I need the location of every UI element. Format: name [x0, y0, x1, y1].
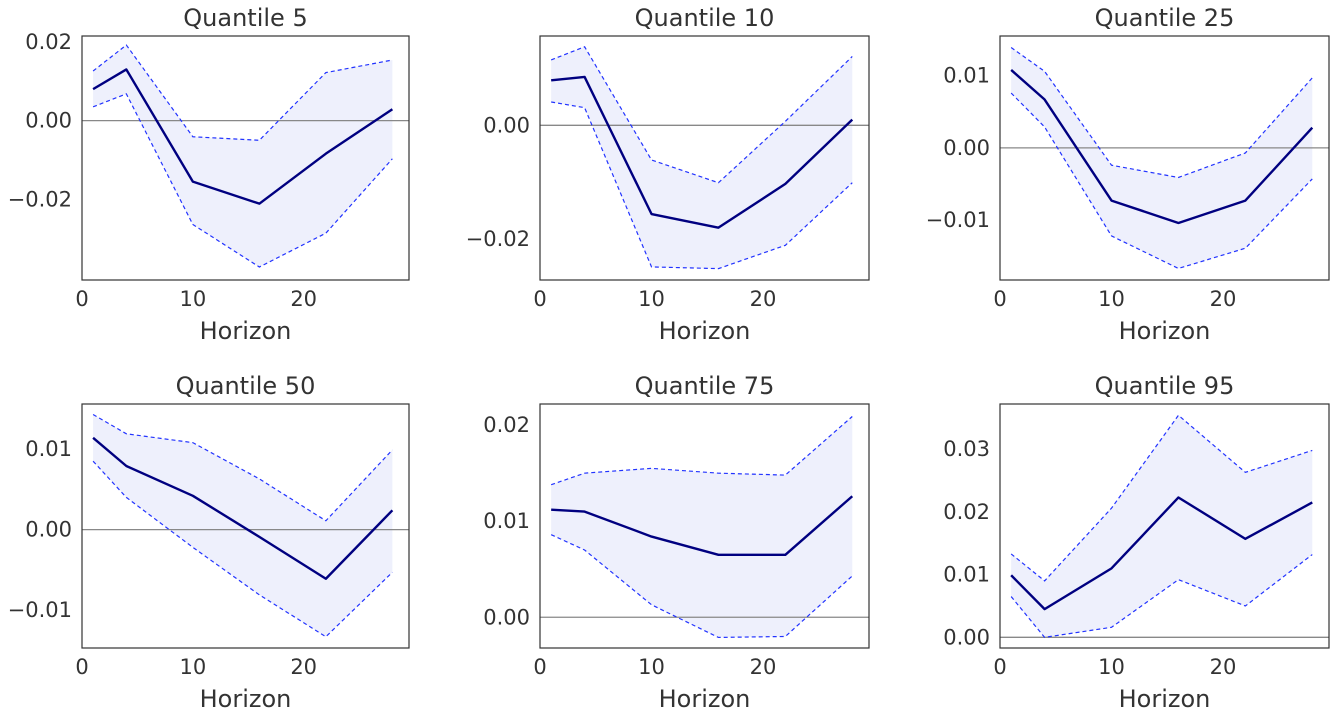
x-tick-label: 20 [750, 655, 777, 679]
confidence-band [1011, 47, 1313, 269]
y-tick-label: 0.02 [943, 500, 990, 524]
estimate-line [551, 495, 854, 557]
x-tick-label: 10 [179, 287, 206, 311]
lower-bound-line [1010, 554, 1313, 638]
lower-bound-line [92, 93, 393, 268]
x-tick-label: 0 [993, 655, 1006, 679]
upper-bound-line [92, 413, 393, 522]
y-tick-label: −0.02 [8, 187, 72, 211]
subplot-title: Quantile 50 [176, 372, 316, 400]
subplot-1: Quantile 5 0 10 20 0.02 0.00 −0.02 Horizon [8, 4, 410, 345]
y-tick-label: −0.01 [8, 598, 72, 622]
x-tick-label: 0 [75, 655, 88, 679]
subplot-title: Quantile 95 [1095, 372, 1235, 400]
x-axis-label: Horizon [200, 317, 292, 345]
x-axis-label: Horizon [200, 685, 292, 713]
upper-bound-line [550, 416, 853, 486]
subplot-title: Quantile 10 [635, 4, 775, 32]
lower-bound-line [550, 534, 853, 639]
y-tick-label: 0.00 [483, 113, 530, 137]
subplot-title: Quantile 5 [183, 4, 307, 32]
x-tick-label: 10 [1098, 287, 1125, 311]
y-tick-label: 0.00 [943, 136, 990, 160]
x-tick-label: 10 [179, 655, 206, 679]
x-tick-label: 0 [993, 287, 1006, 311]
confidence-band [551, 416, 853, 638]
x-tick-label: 0 [533, 655, 546, 679]
subplot-5: Quantile 75 0 10 20 0.02 0.01 0.00 Horizon [483, 372, 870, 713]
y-tick-label: 0.01 [943, 64, 990, 88]
y-tick-label: 0.02 [25, 30, 72, 54]
confidence-band [1011, 415, 1313, 638]
lower-bound-line [1010, 92, 1313, 270]
x-tick-label: 0 [533, 287, 546, 311]
x-tick-label: 20 [290, 655, 317, 679]
y-tick-label: 0.03 [943, 437, 990, 461]
x-tick-label: 10 [638, 655, 665, 679]
y-tick-label: 0.00 [943, 625, 990, 649]
y-tick-label: 0.00 [483, 605, 530, 629]
x-tick-label: 10 [638, 287, 665, 311]
estimate-line [92, 436, 394, 580]
subplot-4: Quantile 50 0 10 20 0.01 0.00 −0.01 Horizon [8, 372, 410, 713]
y-tick-label: 0.00 [25, 518, 72, 542]
plot-frame [539, 403, 870, 649]
plot-frame [999, 403, 1330, 649]
subplot-2: Quantile 10 0 10 20 0.00 −0.02 Horizon [466, 4, 870, 345]
plot-frame [81, 403, 410, 649]
y-tick-label: 0.01 [943, 563, 990, 587]
x-tick-label: 0 [75, 287, 88, 311]
y-tick-label: 0.00 [25, 109, 72, 133]
subplot-3: Quantile 25 0 10 20 0.01 0.00 −0.01 Horizon [926, 4, 1330, 345]
y-tick-label: 0.02 [483, 413, 530, 437]
upper-bound-line [550, 46, 853, 184]
y-tick-label: 0.01 [25, 437, 72, 461]
upper-bound-line [1010, 47, 1313, 179]
estimate-line [551, 75, 854, 229]
lower-bound-line [92, 460, 393, 638]
subplot-6: Quantile 95 0 10 20 0.03 0.02 0.01 0.00 Horizon [943, 372, 1330, 713]
confidence-band [551, 46, 853, 269]
x-axis-label: Horizon [659, 317, 751, 345]
upper-bound-line [1010, 414, 1313, 582]
y-tick-label: −0.01 [926, 208, 990, 232]
x-axis-label: Horizon [1119, 317, 1211, 345]
confidence-band [93, 45, 393, 268]
estimate-line [1010, 496, 1313, 611]
x-tick-label: 20 [1210, 287, 1237, 311]
x-tick-label: 10 [1098, 655, 1125, 679]
x-tick-label: 20 [290, 287, 317, 311]
plot-frame [81, 35, 410, 281]
y-tick-label: 0.01 [483, 509, 530, 533]
estimate-line [92, 68, 394, 205]
plot-frame [999, 35, 1330, 281]
x-tick-label: 20 [1210, 655, 1237, 679]
x-axis-label: Horizon [1119, 685, 1211, 713]
x-axis-label: Horizon [659, 685, 751, 713]
y-tick-label: −0.02 [466, 227, 530, 251]
lower-bound-line [551, 101, 853, 270]
upper-bound-line [92, 44, 393, 141]
plot-frame [539, 35, 870, 281]
subplot-title: Quantile 25 [1095, 4, 1235, 32]
x-tick-label: 20 [750, 287, 777, 311]
estimate-line [1010, 69, 1314, 225]
subplot-title: Quantile 75 [635, 372, 775, 400]
